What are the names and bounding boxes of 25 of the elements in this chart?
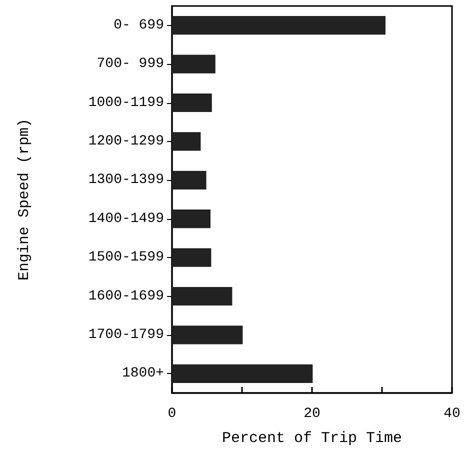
- bar: [172, 170, 206, 190]
- x-tick-label: 0: [168, 406, 176, 422]
- y-tick-label: 1800+: [122, 366, 164, 382]
- bar: [172, 54, 216, 74]
- bar: [172, 132, 201, 151]
- x-tick-label: 40: [444, 406, 460, 422]
- y-tick-label: 700- 999: [96, 56, 164, 72]
- y-tick-label: 1000-1199: [88, 94, 164, 111]
- x-axis-title: Percent of Trip Time: [222, 430, 402, 447]
- bar: [172, 16, 386, 35]
- bar: [172, 210, 210, 228]
- bar: [172, 93, 212, 112]
- bar: [172, 286, 232, 306]
- y-tick-label: 1600-1699: [88, 288, 164, 304]
- y-tick-label: 1500-1599: [88, 250, 164, 266]
- bar: [172, 326, 243, 344]
- y-tick-label: 0- 699: [114, 17, 164, 34]
- y-tick-label: 1200-1299: [88, 133, 164, 150]
- y-tick-label: 1400-1499: [88, 210, 164, 227]
- bar: [172, 248, 212, 267]
- bar: [172, 364, 313, 383]
- x-tick-label: 20: [304, 406, 320, 422]
- y-tick-label: 1300-1399: [88, 172, 164, 188]
- y-axis-title: Engine Speed (rpm): [16, 118, 33, 281]
- y-tick-label: 1700-1799: [88, 326, 164, 343]
